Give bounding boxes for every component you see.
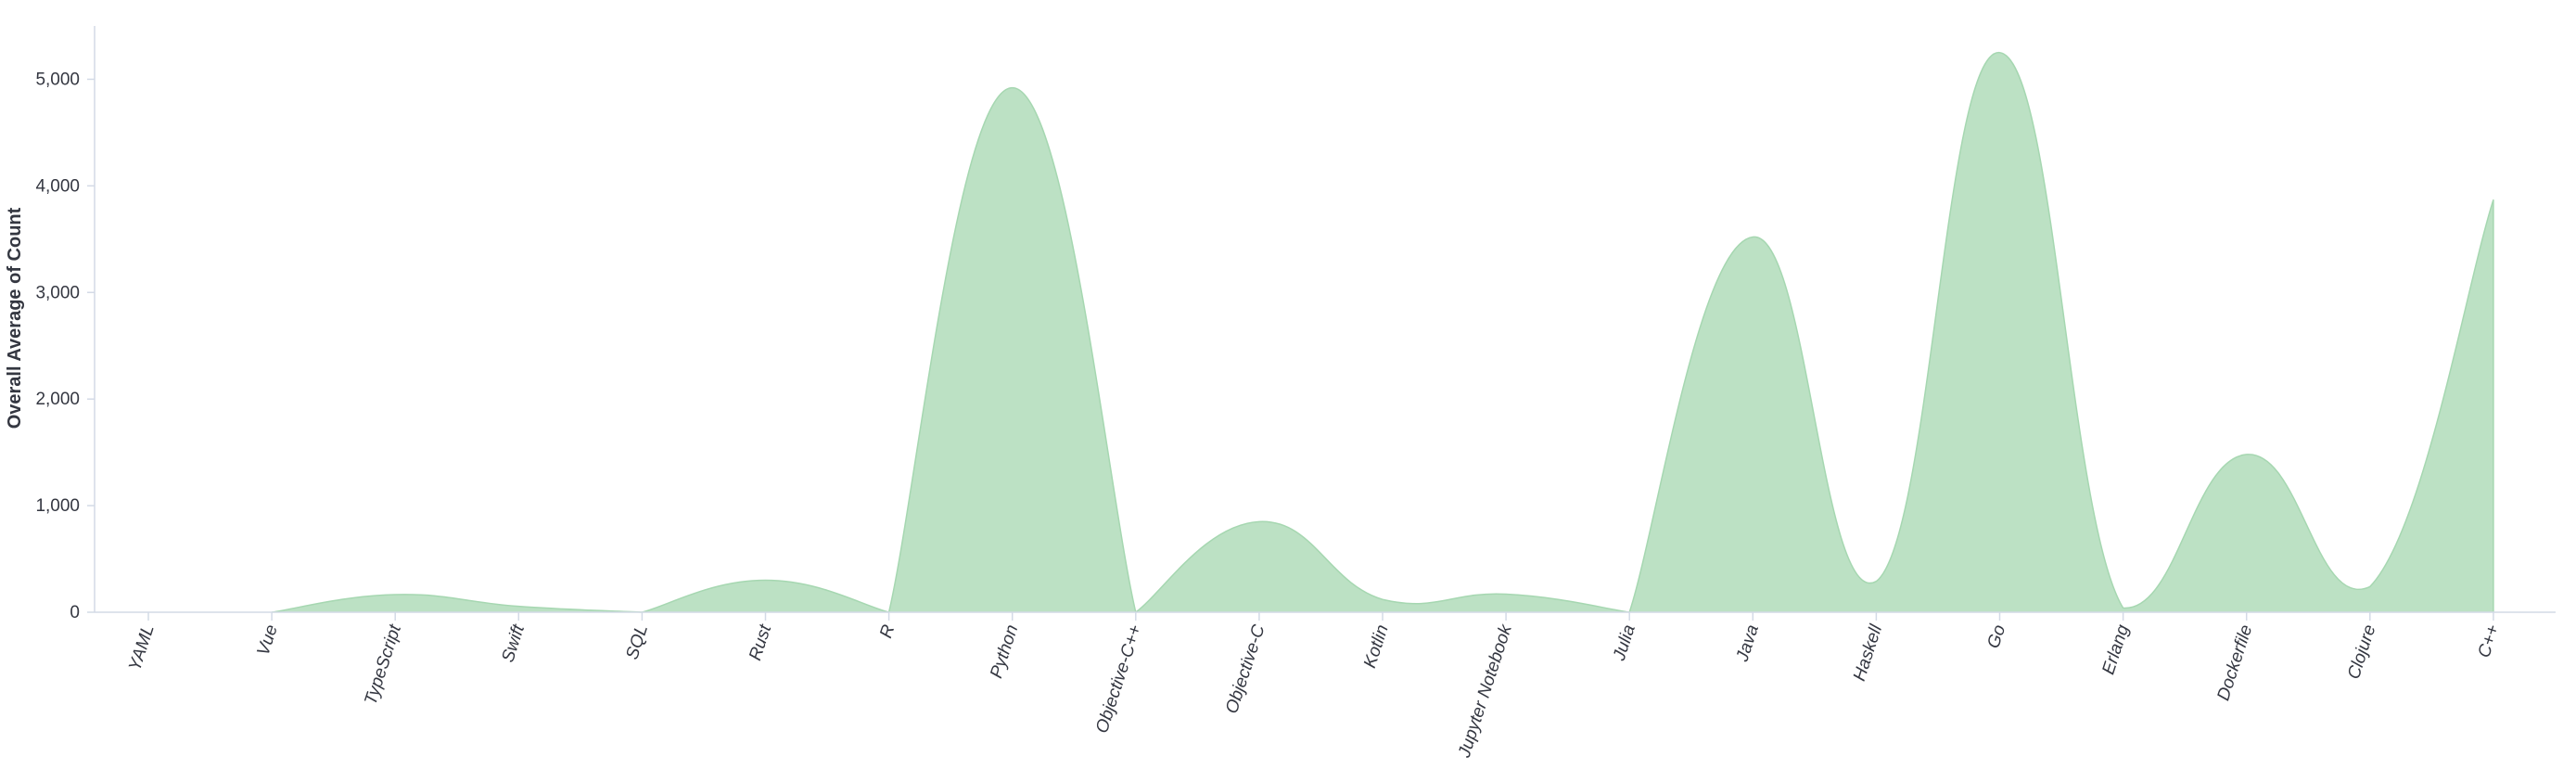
data-point xyxy=(2368,584,2372,588)
x-tick-label: Erlang xyxy=(2098,622,2133,677)
y-tick-label: 0 xyxy=(70,603,80,622)
area-series xyxy=(271,51,2494,613)
x-tick-label: Dockerfile xyxy=(2213,622,2256,703)
x-tick-label: Java xyxy=(1732,622,1763,665)
data-point xyxy=(1751,236,1754,239)
data-point xyxy=(516,605,520,609)
data-point xyxy=(1874,580,1878,583)
y-axis-title: Overall Average of Count xyxy=(5,207,25,429)
data-point xyxy=(1257,519,1261,523)
x-tick-label: Kotlin xyxy=(1360,622,1393,671)
x-tick-label: Objective-C xyxy=(1222,622,1269,716)
y-tick-label: 4,000 xyxy=(35,176,80,196)
area-segment xyxy=(642,580,889,612)
x-tick-label: TypeScript xyxy=(361,622,405,707)
data-point xyxy=(2122,606,2125,609)
area-segment xyxy=(888,87,1136,612)
x-tick-label: Clojure xyxy=(2344,622,2380,682)
data-point xyxy=(393,593,397,596)
data-point xyxy=(2245,453,2249,456)
y-tick-label: 3,000 xyxy=(35,283,80,302)
x-tick-label: Swift xyxy=(498,622,529,664)
x-tick-label: Julia xyxy=(1610,622,1639,664)
x-tick-label: C++ xyxy=(2475,622,2504,660)
y-tick-label: 2,000 xyxy=(35,390,80,409)
x-tick-label: YAML xyxy=(125,622,159,673)
data-point xyxy=(764,579,768,583)
data-point xyxy=(1504,592,1508,596)
x-tick-label: Haskell xyxy=(1850,622,1886,683)
x-tick-label: Python xyxy=(987,622,1022,681)
area-segment-line xyxy=(1135,520,1630,613)
data-point xyxy=(1011,86,1014,90)
x-tick-label: Vue xyxy=(254,622,282,658)
area-segment-line xyxy=(271,594,643,613)
x-tick-label: R xyxy=(876,622,899,641)
area-segment xyxy=(1629,52,2493,612)
y-tick-label: 5,000 xyxy=(35,70,80,89)
area-segment-line xyxy=(642,579,889,613)
x-tick-label: Go xyxy=(1983,622,2009,651)
y-axis-ticks: 0 1,000 2,000 3,000 4,000 5,000 xyxy=(35,70,95,622)
x-tick-label: Objective-C++ xyxy=(1092,622,1146,736)
area-segment-line xyxy=(1628,51,2494,613)
area-segment xyxy=(1135,521,1630,612)
area-segment xyxy=(272,594,643,612)
x-axis-ticks: YAML Vue TypeScript Swift SQL Rust R Python Obje… xyxy=(125,612,2504,761)
data-point xyxy=(1381,597,1384,601)
area-segment-line xyxy=(887,86,1137,613)
x-tick-label: Jupyter Notebook xyxy=(1455,622,1517,761)
y-tick-label: 1,000 xyxy=(35,496,80,516)
x-tick-label: SQL xyxy=(622,622,652,662)
data-point xyxy=(1998,51,2002,55)
x-tick-label: Rust xyxy=(746,622,775,662)
